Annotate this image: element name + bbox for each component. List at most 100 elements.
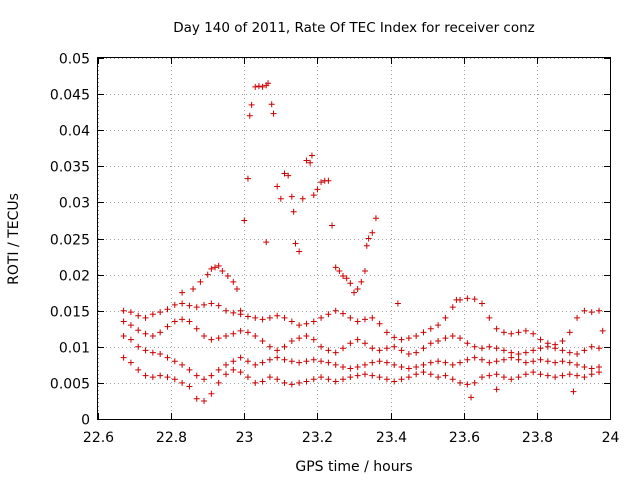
data-point	[252, 332, 259, 339]
data-point	[588, 365, 595, 372]
data-point	[303, 157, 310, 164]
data-point	[479, 356, 485, 363]
data-point	[471, 343, 478, 350]
data-point	[149, 332, 156, 339]
y-tick-label: 0	[81, 413, 90, 429]
data-point	[259, 378, 266, 385]
data-points	[120, 80, 606, 404]
data-point	[537, 336, 544, 343]
data-point	[581, 364, 588, 371]
data-point	[566, 349, 573, 356]
data-point	[296, 248, 303, 255]
y-tick-label: 0.005	[50, 377, 90, 393]
data-point	[208, 336, 215, 343]
data-point	[453, 296, 460, 303]
data-point	[259, 316, 266, 323]
data-point	[303, 320, 310, 327]
grid-lines	[98, 58, 611, 420]
data-point	[120, 318, 127, 325]
data-point	[171, 358, 178, 365]
data-point	[135, 343, 142, 350]
data-point	[255, 83, 262, 90]
data-point	[383, 345, 390, 352]
data-point	[464, 381, 471, 388]
data-point	[179, 300, 186, 307]
data-point	[515, 356, 522, 363]
data-point	[266, 343, 273, 350]
data-point	[581, 374, 588, 381]
data-point	[537, 371, 544, 378]
data-point	[435, 338, 442, 345]
data-point	[288, 381, 295, 388]
data-point	[479, 300, 485, 307]
data-point	[186, 366, 193, 373]
data-point	[215, 262, 222, 269]
y-tick-label: 0.035	[50, 160, 90, 176]
data-point	[405, 365, 412, 372]
data-point	[566, 329, 573, 336]
data-point	[219, 267, 226, 274]
x-tick-label: 23.6	[449, 430, 480, 446]
data-point	[383, 329, 390, 336]
data-point	[230, 278, 237, 285]
data-point	[201, 397, 208, 404]
data-point	[361, 340, 368, 347]
data-point	[285, 172, 292, 179]
data-point	[310, 192, 317, 199]
data-point	[281, 314, 288, 321]
data-point	[354, 372, 361, 379]
data-point	[318, 179, 325, 186]
x-tick-label: 23.8	[522, 430, 553, 446]
data-point	[303, 378, 310, 385]
data-point	[570, 388, 577, 395]
x-tick-label: 22.6	[83, 430, 114, 446]
data-point	[413, 364, 420, 371]
data-point	[201, 301, 208, 308]
data-point	[383, 376, 390, 383]
data-point	[559, 358, 566, 365]
data-point	[318, 314, 325, 321]
data-point	[303, 358, 310, 365]
data-point	[179, 316, 186, 323]
data-point	[468, 394, 475, 401]
data-point	[325, 347, 332, 354]
data-point	[471, 296, 478, 303]
data-point	[420, 369, 427, 376]
data-point	[574, 314, 581, 321]
data-point	[230, 330, 237, 337]
data-point	[405, 374, 412, 381]
data-point	[296, 322, 303, 329]
data-point	[270, 110, 277, 117]
data-point	[288, 318, 295, 325]
data-point	[208, 372, 215, 379]
data-point	[398, 347, 405, 354]
data-point	[464, 295, 471, 302]
data-point	[325, 376, 332, 383]
data-point	[413, 371, 420, 378]
x-axis-label: GPS time / hours	[295, 459, 412, 475]
data-point	[354, 336, 361, 343]
data-point	[471, 379, 478, 386]
data-point	[296, 335, 303, 342]
data-point	[500, 374, 507, 381]
data-point	[193, 325, 200, 332]
data-point	[442, 372, 449, 379]
data-point	[310, 336, 317, 343]
data-point	[179, 379, 186, 386]
data-point	[398, 336, 405, 343]
data-point	[266, 314, 273, 321]
data-point	[358, 278, 365, 285]
data-point	[164, 374, 171, 381]
y-tick-label: 0.025	[50, 233, 90, 249]
data-point	[212, 264, 219, 271]
data-point	[515, 374, 522, 381]
data-point	[265, 80, 272, 87]
data-point	[120, 307, 127, 314]
data-point	[391, 334, 398, 341]
data-point	[361, 267, 368, 274]
data-point	[274, 183, 281, 190]
data-point	[281, 356, 288, 363]
data-point	[508, 330, 515, 337]
data-point	[252, 314, 259, 321]
data-point	[157, 329, 164, 336]
